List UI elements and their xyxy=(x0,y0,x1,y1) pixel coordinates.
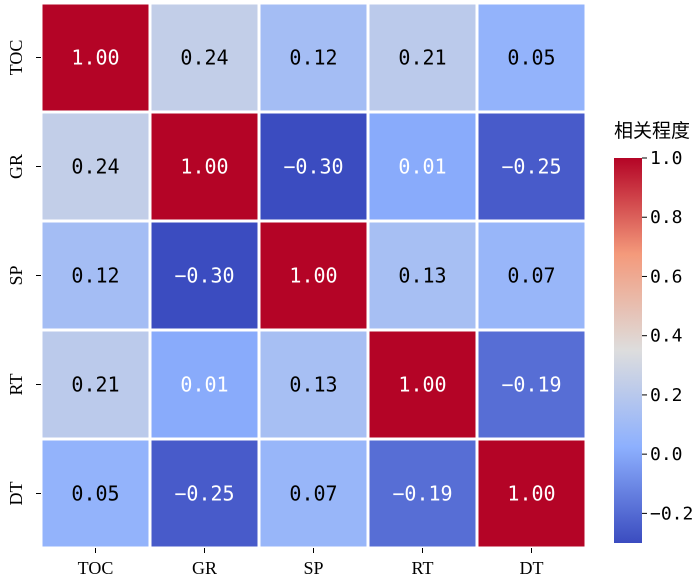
cell-value-label: −0.30 xyxy=(174,264,234,288)
heatmap-cell xyxy=(260,331,367,438)
cell-value-label: 0.21 xyxy=(71,373,119,397)
heatmap-cell xyxy=(478,4,585,111)
heatmap-cell xyxy=(260,222,367,329)
heatmap-cell xyxy=(478,222,585,329)
x-tick-label: DT xyxy=(520,558,544,578)
heatmap-cell xyxy=(260,4,367,111)
cell-value-label: 0.05 xyxy=(507,46,555,70)
cell-value-label: 0.01 xyxy=(398,155,446,179)
heatmap-cell xyxy=(42,4,149,111)
y-tick-label: GR xyxy=(6,154,26,179)
heatmap-cell xyxy=(42,440,149,547)
heatmap-cell xyxy=(369,113,476,220)
cell-value-label: −0.19 xyxy=(501,373,561,397)
cell-value-label: 0.13 xyxy=(289,373,337,397)
colorbar-tick-label: 0.8 xyxy=(650,207,683,228)
heatmap-cell xyxy=(369,440,476,547)
heatmap-cell xyxy=(478,331,585,438)
colorbar-tick-label: 0.0 xyxy=(650,444,683,465)
colorbar-tick-label: 0.2 xyxy=(650,385,683,406)
heatmap-cell xyxy=(260,113,367,220)
heatmap-cell xyxy=(369,4,476,111)
x-tick-label: SP xyxy=(303,558,323,578)
y-tick-label: TOC xyxy=(6,40,26,76)
colorbar-tick-label: 1.0 xyxy=(650,148,683,169)
x-axis-ticks: TOC GR SP RT DT xyxy=(78,548,544,578)
cell-value-label: 0.21 xyxy=(398,46,446,70)
colorbar-tick-label: 0.6 xyxy=(650,266,683,287)
y-tick-label: RT xyxy=(6,374,26,396)
cell-value-label: 0.01 xyxy=(180,373,228,397)
cell-value-label: 0.12 xyxy=(71,264,119,288)
heatmap-cell xyxy=(42,222,149,329)
cell-value-label: 0.24 xyxy=(71,155,119,179)
cell-value-label: −0.25 xyxy=(501,155,561,179)
cell-value-label: 1.00 xyxy=(71,46,119,70)
heatmap-cell xyxy=(369,222,476,329)
colorbar-title: 相关程度 xyxy=(614,120,690,142)
heatmap-cell xyxy=(151,222,258,329)
cell-value-label: 0.07 xyxy=(507,264,555,288)
colorbar-ticks: 1.0 0.8 0.6 0.4 0.2 0.0 −0.2 xyxy=(642,148,693,524)
cell-value-label: 1.00 xyxy=(507,482,555,506)
heatmap-cell xyxy=(151,113,258,220)
heatmap-cell xyxy=(42,113,149,220)
x-tick-label: TOC xyxy=(78,558,114,578)
heatmap-cell xyxy=(478,440,585,547)
x-tick-label: RT xyxy=(412,558,434,578)
cell-value-label: 0.24 xyxy=(180,46,228,70)
cell-value-label: −0.25 xyxy=(174,482,234,506)
cell-value-label: −0.19 xyxy=(392,482,452,506)
heatmap-cell xyxy=(42,331,149,438)
cell-value-label: 0.05 xyxy=(71,482,119,506)
heatmap-cell xyxy=(151,331,258,438)
y-tick-label: DT xyxy=(6,482,26,506)
cell-value-label: 0.12 xyxy=(289,46,337,70)
y-axis-ticks: TOC GR SP RT DT xyxy=(6,40,41,506)
cell-value-label: 1.00 xyxy=(180,155,228,179)
heatmap-cell xyxy=(478,113,585,220)
heatmap-cell xyxy=(151,440,258,547)
heatmap-cell xyxy=(151,4,258,111)
x-tick-label: GR xyxy=(192,558,217,578)
y-tick-label: SP xyxy=(6,265,26,285)
colorbar: 相关程度 1.0 0.8 0.6 0.4 0.2 0.0 −0.2 xyxy=(614,120,693,543)
cell-value-label: 0.07 xyxy=(289,482,337,506)
heatmap-cells: 1.00 0.24 0.12 0.21 0.05 0.24 1.00 −0.30 0.01 −0.… xyxy=(42,4,585,547)
heatmap-cell xyxy=(260,440,367,547)
cell-value-label: 1.00 xyxy=(398,373,446,397)
colorbar-tick-label: 0.4 xyxy=(650,326,683,347)
cell-value-label: 1.00 xyxy=(289,264,337,288)
cell-value-label: −0.30 xyxy=(283,155,343,179)
colorbar-tick-label: −0.2 xyxy=(650,503,693,524)
cell-value-label: 0.13 xyxy=(398,264,446,288)
heatmap-cell xyxy=(369,331,476,438)
colorbar-gradient xyxy=(614,158,642,543)
